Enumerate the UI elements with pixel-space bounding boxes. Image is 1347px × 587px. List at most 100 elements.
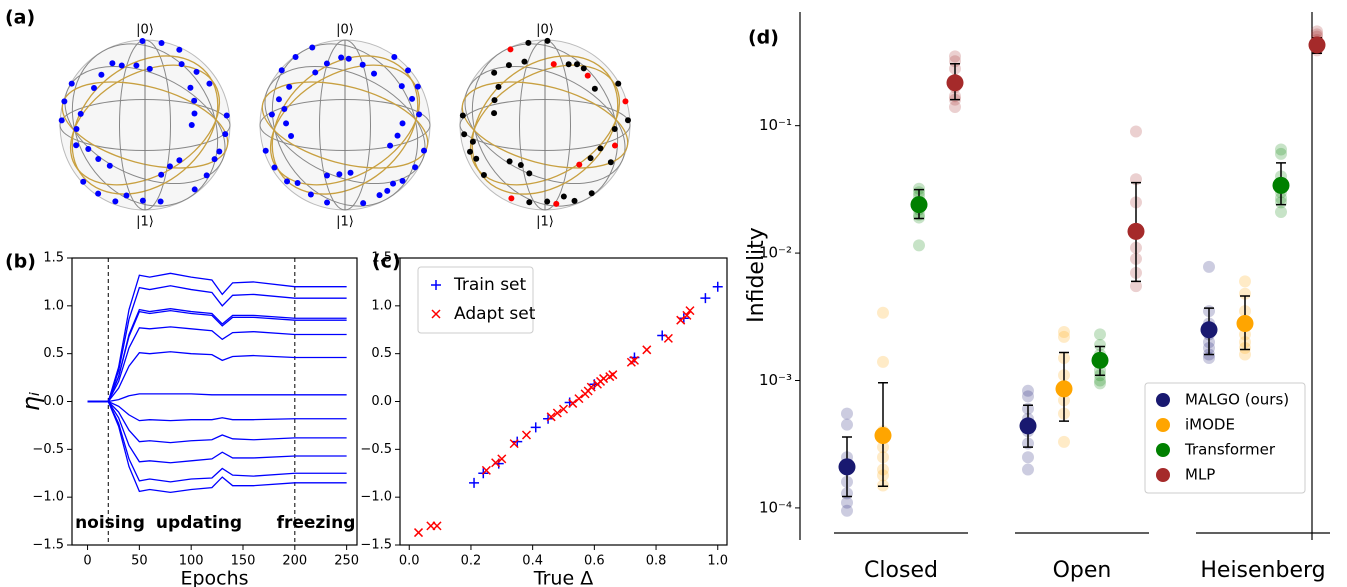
y-tick-label: 10⁻³ <box>759 371 792 389</box>
mean-point <box>1308 36 1326 54</box>
state-dot <box>338 54 345 61</box>
state-dot <box>118 62 125 69</box>
run-point <box>841 407 853 420</box>
state-dot <box>473 155 480 162</box>
run-point <box>877 355 889 368</box>
run-point <box>841 418 853 431</box>
run-point <box>1275 206 1287 219</box>
run-point <box>1239 348 1251 361</box>
marker <box>642 345 652 355</box>
state-dot <box>211 156 218 163</box>
run-point <box>913 182 925 195</box>
run-point <box>877 306 889 319</box>
legend-swatch <box>1156 418 1170 432</box>
meridian <box>71 43 219 207</box>
state-dot <box>576 161 583 168</box>
legend-label: Transformer <box>1184 441 1276 459</box>
state-dot <box>565 61 572 68</box>
state-dot <box>398 83 405 90</box>
eta-line <box>87 400 347 444</box>
meridian <box>271 43 419 207</box>
state-dot <box>278 67 285 74</box>
x-tick-label: 0 <box>83 554 91 569</box>
marker <box>599 374 609 384</box>
state-dot <box>286 83 293 90</box>
legend-swatch <box>1156 443 1170 457</box>
panel-label: (b) <box>5 251 36 273</box>
state-dot <box>624 117 631 124</box>
state-dot <box>80 178 87 185</box>
y-tick-label: 1.0 <box>43 298 64 313</box>
x-tick-label: 0.0 <box>399 554 420 569</box>
eta-line <box>87 400 347 422</box>
x-axis-label: True Δ <box>533 568 593 587</box>
y-tick-label: −0.5 <box>360 442 392 457</box>
marker <box>521 430 532 440</box>
marker <box>509 439 519 449</box>
state-dot <box>216 148 223 155</box>
trajectory <box>469 64 621 186</box>
marker <box>491 458 501 468</box>
state-dot <box>416 111 423 118</box>
y-tick-label: 0.0 <box>43 394 64 409</box>
legend-swatch <box>1156 393 1170 407</box>
state-dot <box>525 39 532 46</box>
state-dot <box>191 110 198 117</box>
legend-label: iMODE <box>1185 416 1235 434</box>
state-label-top: |0⟩ <box>536 23 554 38</box>
mean-point <box>946 74 964 92</box>
marker <box>568 398 578 408</box>
state-dot <box>203 172 210 179</box>
state-dot <box>607 159 614 166</box>
state-dot <box>281 106 288 113</box>
trajectory <box>461 81 629 169</box>
y-tick-label: 0.5 <box>43 346 64 361</box>
marker <box>574 394 584 404</box>
state-dot <box>73 125 80 132</box>
state-dot <box>571 197 578 204</box>
state-dot <box>405 67 412 74</box>
legend-label: Train set <box>453 275 527 295</box>
y-tick-label: 1.0 <box>371 298 392 313</box>
state-dot <box>284 178 291 185</box>
marker <box>512 436 523 447</box>
state-dot <box>517 162 524 169</box>
state-dot <box>574 61 581 68</box>
y-tick-label: −1.5 <box>32 538 64 553</box>
state-dot <box>394 132 401 139</box>
phase-label: updating <box>156 513 242 533</box>
run-point <box>1094 328 1106 341</box>
state-dot <box>283 120 290 127</box>
state-dot <box>336 171 343 178</box>
state-dot <box>176 157 183 164</box>
state-dot <box>414 83 421 90</box>
state-dot <box>271 164 278 171</box>
mean-point <box>838 458 856 476</box>
bloch-sphere <box>459 37 631 211</box>
x-tick-label: 200 <box>282 554 307 569</box>
state-dot <box>166 163 173 170</box>
marker <box>469 477 480 488</box>
state-dot <box>409 95 416 102</box>
run-point <box>1058 435 1070 448</box>
x-tick-label: 250 <box>334 554 359 569</box>
legend-swatch <box>1156 468 1170 482</box>
mean-point <box>1272 176 1290 194</box>
legend-box <box>417 266 534 334</box>
state-dot <box>58 117 65 124</box>
y-tick-label: 0.5 <box>371 346 392 361</box>
marker <box>431 280 441 290</box>
run-point <box>1275 147 1287 160</box>
state-dot <box>345 55 352 62</box>
run-point <box>1022 390 1034 403</box>
axes-frame <box>71 257 358 546</box>
state-dot <box>469 138 476 145</box>
state-dot <box>491 97 498 104</box>
state-dot <box>193 68 200 75</box>
run-point <box>1022 463 1034 476</box>
marker <box>700 293 711 304</box>
run-point <box>949 101 961 114</box>
run-point <box>1311 25 1323 38</box>
trajectory <box>261 81 429 169</box>
